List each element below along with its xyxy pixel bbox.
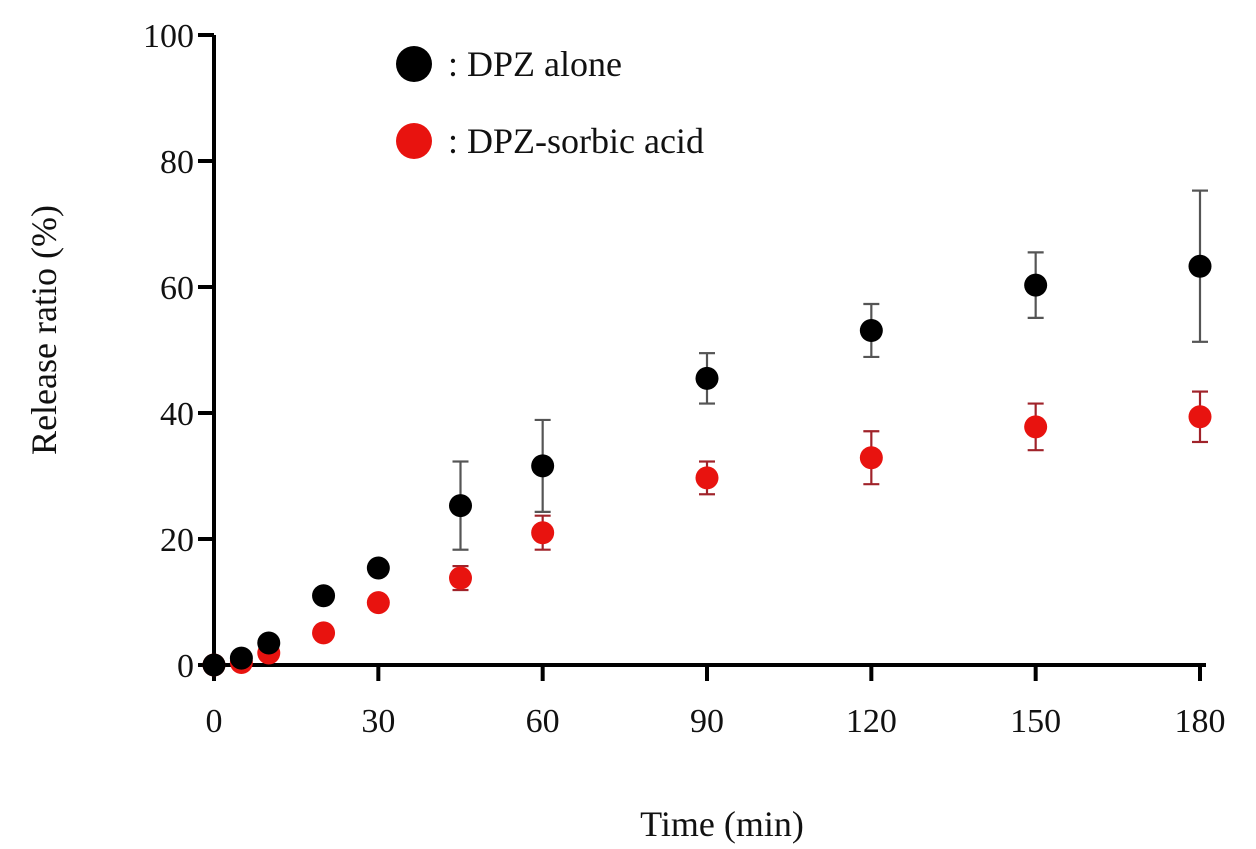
x-axis-title: Time (min) bbox=[640, 804, 804, 844]
y-tick-label: 80 bbox=[160, 144, 194, 181]
point-dpz-alone bbox=[859, 318, 883, 342]
legend: : DPZ alone : DPZ-sorbic acid bbox=[396, 44, 704, 161]
point-dpz-sorbic-acid bbox=[531, 521, 555, 545]
point-dpz-alone bbox=[531, 454, 555, 478]
point-dpz-alone bbox=[312, 584, 336, 608]
point-dpz-alone bbox=[1188, 254, 1212, 278]
legend-label-dpz-alone: : DPZ alone bbox=[448, 44, 622, 84]
y-tick-label: 40 bbox=[160, 396, 194, 433]
point-dpz-sorbic-acid bbox=[312, 621, 336, 645]
point-dpz-alone bbox=[257, 631, 281, 655]
data-points bbox=[202, 254, 1212, 677]
point-dpz-alone bbox=[449, 494, 472, 518]
point-dpz-alone bbox=[1024, 273, 1048, 297]
point-dpz-sorbic-acid bbox=[1188, 405, 1212, 429]
x-tick-label: 120 bbox=[846, 703, 897, 740]
point-dpz-alone bbox=[229, 646, 253, 670]
point-dpz-alone bbox=[202, 653, 226, 677]
x-tick-label: 150 bbox=[1010, 703, 1061, 740]
y-ticks: 0 20 40 60 80 100 bbox=[143, 18, 214, 685]
y-tick-label: 20 bbox=[160, 522, 194, 559]
y-tick-label: 60 bbox=[160, 270, 194, 307]
point-dpz-sorbic-acid bbox=[695, 466, 719, 490]
point-dpz-sorbic-acid bbox=[859, 446, 883, 470]
x-tick-label: 60 bbox=[526, 703, 560, 740]
point-dpz-sorbic-acid bbox=[366, 591, 390, 615]
x-ticks: 0 30 60 90 120 150 180 bbox=[206, 665, 1226, 740]
legend-label-dpz-sorbic-acid: : DPZ-sorbic acid bbox=[448, 121, 704, 161]
error-bars bbox=[452, 189, 1208, 592]
x-tick-label: 30 bbox=[361, 703, 395, 740]
legend-marker-dpz-alone bbox=[396, 46, 432, 82]
point-dpz-sorbic-acid bbox=[1024, 415, 1048, 439]
y-axis-title: Release ratio (%) bbox=[24, 205, 64, 455]
legend-marker-dpz-sorbic-acid bbox=[396, 123, 432, 159]
point-dpz-alone bbox=[695, 366, 719, 390]
axes bbox=[212, 35, 1206, 667]
y-tick-label: 100 bbox=[143, 18, 194, 55]
point-dpz-alone bbox=[366, 556, 390, 580]
x-tick-label: 90 bbox=[690, 703, 724, 740]
point-dpz-sorbic-acid bbox=[449, 566, 472, 590]
x-tick-label: 0 bbox=[206, 703, 223, 740]
y-tick-label: 0 bbox=[177, 648, 194, 685]
x-tick-label: 180 bbox=[1175, 703, 1226, 740]
